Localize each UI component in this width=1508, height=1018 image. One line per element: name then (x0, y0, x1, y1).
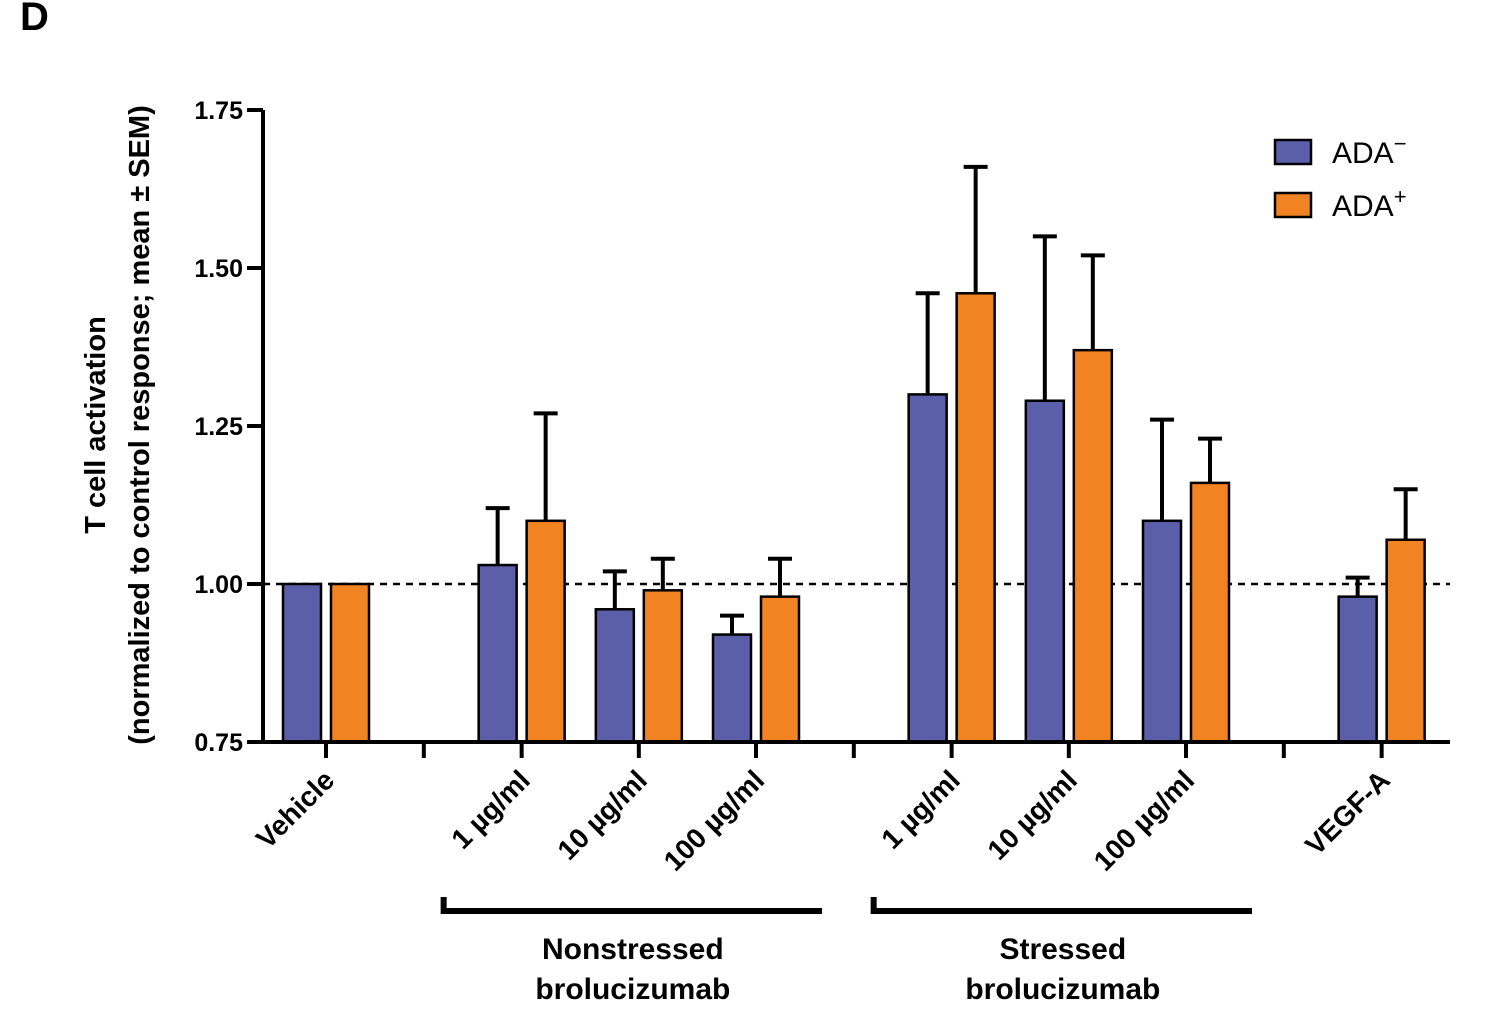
legend: ADA− ADA+ (1273, 131, 1407, 223)
legend-superscript: − (1394, 131, 1407, 156)
bar-ada-pos-0 (329, 582, 371, 744)
x-tick-label: 100 µg/ml (658, 764, 771, 877)
y-tick-label: 0.75 (194, 729, 243, 757)
bar-ada-pos-4 (955, 292, 996, 744)
legend-swatch-0 (1273, 138, 1313, 166)
panel-letter: D (20, 0, 49, 39)
bar-ada-neg-7 (1337, 595, 1378, 744)
x-tick-label: Vehicle (250, 764, 340, 854)
y-axis-label-line2: (normalized to control response; mean ± … (124, 105, 156, 745)
bar-ada-neg-0 (281, 582, 323, 744)
x-tick-label: VEGF-A (1299, 764, 1396, 861)
y-tick-label: 1.00 (194, 571, 243, 599)
bar-ada-pos-5 (1072, 348, 1114, 744)
group-bracket-0 (440, 897, 822, 914)
y-tick-label: 1.75 (194, 97, 243, 125)
y-axis-label: T cell activation (normalized to control… (80, 105, 156, 745)
bar-ada-pos-6 (1189, 481, 1231, 744)
group-label-line2: brolucizumab (535, 973, 730, 1006)
bar-ada-neg-2 (594, 608, 636, 744)
bar-ada-pos-1 (525, 519, 566, 744)
x-tick-label: 10 µg/ml (552, 764, 654, 866)
bar-ada-neg-5 (1024, 399, 1066, 744)
bar-ada-neg-3 (711, 633, 753, 744)
x-tick-label: 1 µg/ml (875, 764, 966, 855)
bar-ada-neg-6 (1141, 519, 1183, 744)
group-bracket-1 (870, 897, 1252, 914)
legend-swatch-1 (1273, 191, 1313, 219)
bar-ada-pos-3 (759, 595, 801, 744)
bar-ada-pos-7 (1385, 538, 1426, 744)
legend-superscript: + (1394, 184, 1407, 209)
y-tick-label: 1.50 (194, 255, 243, 283)
y-tick-label: 1.25 (194, 413, 243, 441)
legend-label-0: ADA− (1332, 131, 1407, 170)
group-label-line1: Nonstressed (542, 933, 724, 966)
bar-ada-neg-1 (477, 563, 518, 744)
bar-ada-pos-2 (642, 589, 684, 744)
x-tick-label: 1 µg/ml (445, 764, 536, 855)
bar-ada-neg-4 (907, 393, 948, 744)
legend-label-1: ADA+ (1332, 184, 1407, 223)
x-tick-label: 10 µg/ml (982, 764, 1084, 866)
x-tick-label: 100 µg/ml (1088, 764, 1201, 877)
group-label-line2: brolucizumab (965, 973, 1160, 1006)
group-label-line1: Stressed (999, 933, 1126, 966)
y-axis-label-line1: T cell activation (80, 316, 112, 534)
